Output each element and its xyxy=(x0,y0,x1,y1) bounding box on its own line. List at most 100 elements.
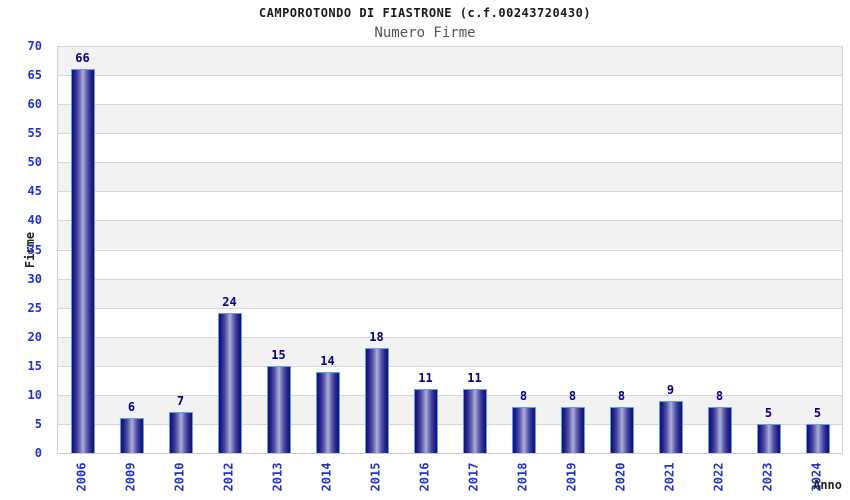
x-tick-label: 2022 xyxy=(711,462,726,492)
x-tick-label: 2015 xyxy=(368,462,383,492)
bar-2022 xyxy=(707,406,732,453)
x-tick-cell: 2010 xyxy=(155,454,204,500)
bar-2020 xyxy=(609,406,634,453)
x-tick-label: 2014 xyxy=(319,462,334,492)
bar-2016 xyxy=(413,389,438,453)
x-tick-cell: 2022 xyxy=(694,454,743,500)
bar-slot: 11 xyxy=(401,46,450,453)
x-tick-label: 2021 xyxy=(662,462,677,492)
bar-2018 xyxy=(511,406,536,453)
x-tick-cell: 2009 xyxy=(106,454,155,500)
bar-value-label: 15 xyxy=(271,347,286,362)
bar-slot: 14 xyxy=(303,46,352,453)
x-tick-cell: 2012 xyxy=(204,454,253,500)
plot-area: 66 6 7 24 15 14 18 11 11 8 8 8 9 8 5 5 xyxy=(57,46,843,454)
y-tick-label: 60 xyxy=(27,97,42,112)
x-tick-label: 2020 xyxy=(613,462,628,492)
bar-value-label: 6 xyxy=(127,400,136,415)
chart-subtitle: Numero Firme xyxy=(374,25,476,41)
bar-value-label: 9 xyxy=(666,382,675,397)
x-tick-label: 2017 xyxy=(466,462,481,492)
bar-slot: 18 xyxy=(352,46,401,453)
bar-slot: 8 xyxy=(695,46,744,453)
y-tick-label: 20 xyxy=(27,329,42,344)
x-tick-label: 2023 xyxy=(760,462,775,492)
bar-value-label: 8 xyxy=(715,388,724,403)
bar-series: 66 6 7 24 15 14 18 11 11 8 8 8 9 8 5 5 xyxy=(58,46,842,453)
y-tick-label: 70 xyxy=(27,39,42,53)
x-axis-label: Anno xyxy=(813,478,842,492)
bar-slot: 8 xyxy=(548,46,597,453)
plot-background-bands xyxy=(58,46,842,453)
x-tick-label: 2019 xyxy=(564,462,579,492)
plot-band xyxy=(58,133,842,163)
x-tick-cell: 2019 xyxy=(547,454,596,500)
y-tick-label: 10 xyxy=(27,387,42,402)
bar-2023 xyxy=(756,423,781,453)
y-tick-label: 45 xyxy=(27,184,42,199)
bar-2017 xyxy=(462,389,487,453)
bar-2009 xyxy=(119,418,144,453)
plot-band xyxy=(58,307,842,337)
x-tick-label: 2013 xyxy=(270,462,285,492)
bar-2021 xyxy=(658,400,683,453)
x-tick-cell: 2023 xyxy=(743,454,792,500)
y-tick-label: 50 xyxy=(27,155,42,170)
bar-slot: 8 xyxy=(597,46,646,453)
bar-2013 xyxy=(266,365,291,453)
x-tick-cell: 2021 xyxy=(645,454,694,500)
bar-slot: 7 xyxy=(156,46,205,453)
x-tick-cell: 2006 xyxy=(57,454,106,500)
y-tick-label: 15 xyxy=(27,358,42,373)
bar-value-label: 7 xyxy=(176,394,185,409)
bar-value-label: 18 xyxy=(369,330,384,345)
bar-slot: 15 xyxy=(254,46,303,453)
plot-band xyxy=(58,278,842,308)
x-tick-label: 2012 xyxy=(221,462,236,492)
x-tick-label: 2010 xyxy=(172,462,187,492)
y-tick-label: 0 xyxy=(34,446,42,460)
y-tick-label: 40 xyxy=(27,213,42,228)
plot-band xyxy=(58,191,842,221)
y-tick-label: 25 xyxy=(27,300,42,315)
bar-value-label: 5 xyxy=(764,405,773,420)
bar-2015 xyxy=(364,348,389,453)
bar-2010 xyxy=(168,412,193,453)
y-tick-label: 65 xyxy=(27,68,42,83)
plot-band xyxy=(58,249,842,279)
y-axis-tick-labels: 0 5 10 15 20 25 30 35 40 45 50 55 60 65 70 xyxy=(0,39,50,460)
x-tick-cell: 2024 xyxy=(792,454,841,500)
bar-2014 xyxy=(315,371,340,453)
x-tick-label: 2009 xyxy=(123,462,138,492)
bar-2006 xyxy=(70,69,95,453)
y-tick-label: 30 xyxy=(27,271,42,286)
bar-slot: 9 xyxy=(646,46,695,453)
x-tick-label: 2016 xyxy=(417,462,432,492)
bar-slot: 5 xyxy=(793,46,842,453)
bar-slot: 11 xyxy=(450,46,499,453)
y-tick-label: 5 xyxy=(34,416,42,431)
x-tick-cell: 2017 xyxy=(449,454,498,500)
x-axis-tick-labels: 2006 2009 2010 2012 2013 2014 2015 2016 2017 2018… xyxy=(57,454,841,500)
x-tick-cell: 2020 xyxy=(596,454,645,500)
plot-band xyxy=(58,336,842,366)
bar-2012 xyxy=(217,313,242,453)
x-tick-cell: 2015 xyxy=(351,454,400,500)
bar-value-label: 11 xyxy=(467,371,482,386)
y-tick-label: 55 xyxy=(27,126,42,141)
bar-2019 xyxy=(560,406,585,453)
bar-value-label: 66 xyxy=(75,51,90,66)
plot-band xyxy=(58,162,842,192)
plot-band xyxy=(58,104,842,134)
bar-2024 xyxy=(805,423,830,453)
bar-value-label: 8 xyxy=(568,388,577,403)
bar-value-label: 8 xyxy=(617,388,626,403)
y-tick-label: 35 xyxy=(27,242,42,257)
x-tick-cell: 2014 xyxy=(302,454,351,500)
x-tick-label: 2018 xyxy=(515,462,530,492)
chart-title: CAMPOROTONDO DI FIASTRONE (c.f.002437204… xyxy=(258,6,592,20)
bar-slot: 5 xyxy=(744,46,793,453)
bar-value-label: 11 xyxy=(418,371,433,386)
bar-slot: 24 xyxy=(205,46,254,453)
